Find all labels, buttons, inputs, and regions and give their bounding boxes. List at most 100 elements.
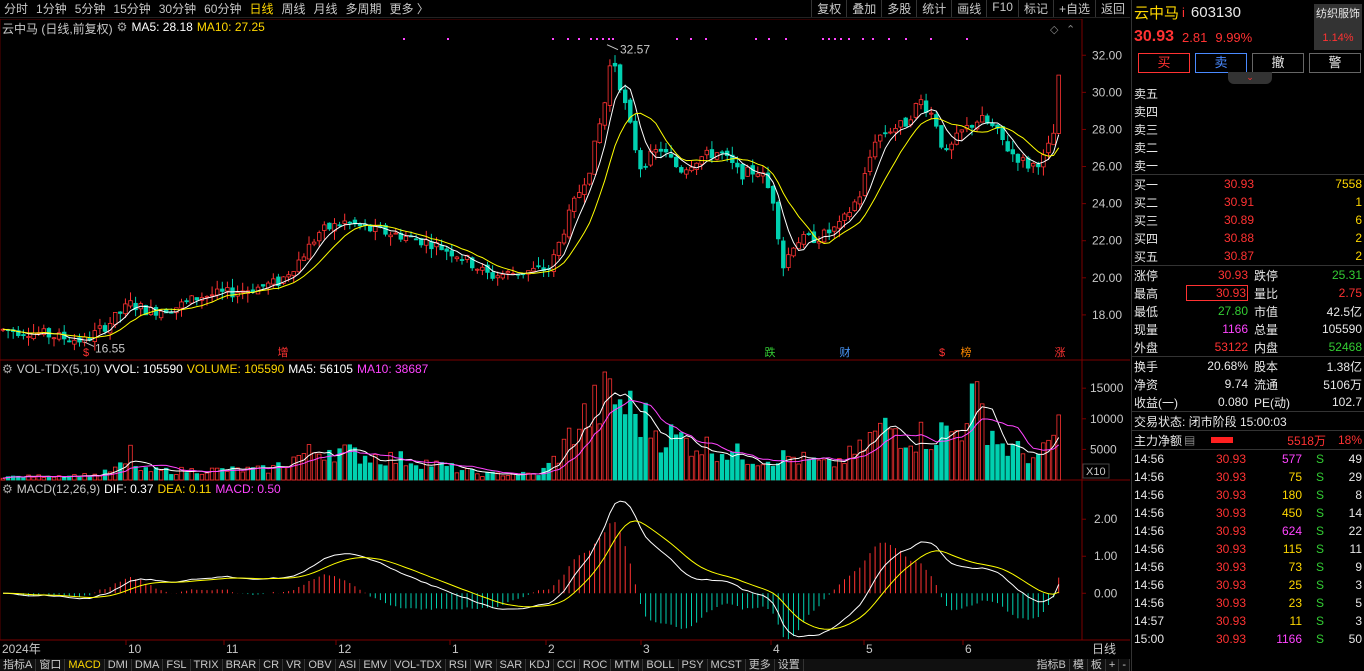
period-tab[interactable]: 更多 〉 (389, 2, 429, 16)
indicator-tab[interactable]: SAR (497, 659, 527, 671)
indicator-tab[interactable]: EMV (360, 659, 392, 671)
candle-body (791, 247, 796, 257)
event-marker[interactable]: 榜 (961, 345, 972, 359)
indicator-tab[interactable]: FSL (163, 659, 191, 671)
candle-body (1020, 157, 1026, 161)
volume-bar (709, 453, 715, 481)
toolbar-button[interactable]: F10 (986, 0, 1018, 17)
period-tab[interactable]: 1分钟 (36, 2, 67, 16)
buy-button[interactable]: 买 (1138, 53, 1190, 73)
sell-level-row[interactable]: 卖五 (1132, 84, 1364, 102)
indicator-tab[interactable]: RSI (446, 659, 472, 671)
period-tab[interactable]: 日线 (249, 2, 274, 16)
indicator-tab[interactable]: 更多 (746, 659, 775, 671)
indicator-tab[interactable]: 指标A (0, 659, 37, 671)
toolbar-button[interactable]: +自选 (1052, 0, 1095, 17)
indicator-tab[interactable]: WR (471, 659, 497, 671)
sell-button[interactable]: 卖 (1195, 53, 1247, 73)
indicator-tab[interactable]: 设置 (775, 659, 804, 671)
indicator-tab[interactable]: VR (283, 659, 306, 671)
volume-bar (72, 474, 77, 481)
bottom-control[interactable]: 板 (1088, 659, 1106, 671)
event-marker[interactable]: 财 (840, 345, 851, 359)
info-flag[interactable]: i (1182, 4, 1185, 20)
period-tab[interactable]: 15分钟 (113, 2, 151, 16)
gear-icon[interactable]: ⚙ (2, 482, 13, 496)
period-label[interactable]: 日线 (1092, 642, 1116, 656)
alert-button[interactable]: 警 (1309, 53, 1361, 73)
period-tab[interactable]: 分时 (4, 2, 29, 16)
volume-bar (628, 390, 633, 481)
sell-level-row[interactable]: 卖三 (1132, 120, 1364, 138)
indicator-tab[interactable]: ROC (580, 659, 612, 671)
indicator-tab[interactable]: ASI (336, 659, 361, 671)
indicator-tab[interactable]: TRIX (191, 659, 223, 671)
settings-icon[interactable]: ⚙ (116, 20, 128, 34)
bottom-control[interactable]: 模 (1070, 659, 1088, 671)
buy-level-row[interactable]: 买三 30.89 6 (1132, 211, 1364, 229)
indicator-tab[interactable]: 窗口 (36, 659, 66, 671)
event-marker[interactable]: $ (939, 347, 945, 359)
candle-body (444, 248, 449, 252)
indicator-tab[interactable]: VOL-TDX (391, 659, 446, 671)
toolbar-button[interactable]: 画线 (951, 0, 986, 17)
collapse-icon[interactable]: ⌃ (1066, 24, 1075, 36)
indicator-tab[interactable]: MACD (65, 659, 105, 671)
bottom-control[interactable]: + (1106, 659, 1120, 671)
volume-bar (1056, 414, 1061, 481)
candle-body (990, 122, 995, 127)
buy-level-row[interactable]: 买四 30.88 2 (1132, 229, 1364, 247)
vol-ma10-label: MA10: 38687 (356, 362, 429, 376)
event-marker[interactable]: 涨 (1055, 346, 1066, 359)
gear-icon[interactable]: ⚙ (2, 362, 13, 376)
candle-body (939, 125, 944, 148)
indicator-tab[interactable]: MCST (708, 659, 746, 671)
volume-bar (138, 470, 143, 481)
diamond-icon[interactable]: ◇ (1050, 24, 1059, 36)
event-marker[interactable]: 跌 (765, 345, 776, 359)
indicator-tab[interactable]: CR (260, 659, 284, 671)
period-tab[interactable]: 60分钟 (204, 2, 242, 16)
volume-bar (679, 432, 684, 481)
volume-bar (10, 475, 16, 481)
toolbar-button[interactable]: 复权 (811, 0, 846, 17)
chevron-down-icon[interactable]: ⌄ (1228, 72, 1272, 84)
cancel-order-button[interactable]: 撤 (1252, 53, 1304, 73)
sector-badge[interactable]: 纺织服饰 1.14% (1314, 4, 1362, 50)
candle-body (225, 287, 230, 292)
sell-level-row[interactable]: 卖四 (1132, 102, 1364, 120)
volume-bar (342, 444, 347, 481)
sell-level-row[interactable]: 卖一 (1132, 156, 1364, 174)
toolbar-button[interactable]: 统计 (916, 0, 951, 17)
indicator-tab[interactable]: DMA (132, 659, 164, 671)
indicator-tab[interactable]: PSY (679, 659, 708, 671)
indicator-tab[interactable]: OBV (305, 659, 336, 671)
buy-level-row[interactable]: 买二 30.91 1 (1132, 193, 1364, 211)
period-tab[interactable]: 5分钟 (74, 2, 106, 16)
sell-level-row[interactable]: 卖二 (1132, 138, 1364, 156)
period-tab[interactable]: 30分钟 (158, 2, 197, 16)
indicator-tab[interactable]: CCI (554, 659, 580, 671)
indicator-tab[interactable]: KDJ (526, 659, 554, 671)
bottom-control[interactable]: 指标B (1034, 659, 1070, 671)
signal-dot (705, 38, 707, 40)
period-tab[interactable]: 多周期 (345, 2, 382, 16)
toolbar-button[interactable]: 返回 (1094, 0, 1130, 17)
collapse-toggle[interactable]: ⌄ (1132, 72, 1364, 84)
list-icon[interactable]: ▤ (1184, 433, 1196, 447)
toolbar-button[interactable]: 叠加 (846, 0, 881, 17)
indicator-tab[interactable]: DMI (105, 659, 132, 671)
bottom-control[interactable]: - (1119, 659, 1130, 671)
indicator-tab[interactable]: BOLL (643, 659, 679, 671)
indicator-tab[interactable]: BRAR (223, 659, 261, 671)
event-marker[interactable]: 增 (278, 345, 289, 359)
indicator-tab[interactable]: MTM (611, 659, 644, 671)
event-marker[interactable]: $ (83, 347, 89, 359)
kline-chart[interactable]: 32.0030.0028.0026.0024.0022.0020.0018.00… (0, 19, 1130, 659)
period-tab[interactable]: 月线 (313, 2, 338, 16)
toolbar-button[interactable]: 标记 (1017, 0, 1053, 17)
toolbar-button[interactable]: 多股 (881, 0, 916, 17)
buy-level-row[interactable]: 买一 30.93 7558 (1132, 175, 1364, 193)
period-tab[interactable]: 周线 (281, 2, 306, 16)
buy-level-row[interactable]: 买五 30.87 2 (1132, 247, 1364, 265)
